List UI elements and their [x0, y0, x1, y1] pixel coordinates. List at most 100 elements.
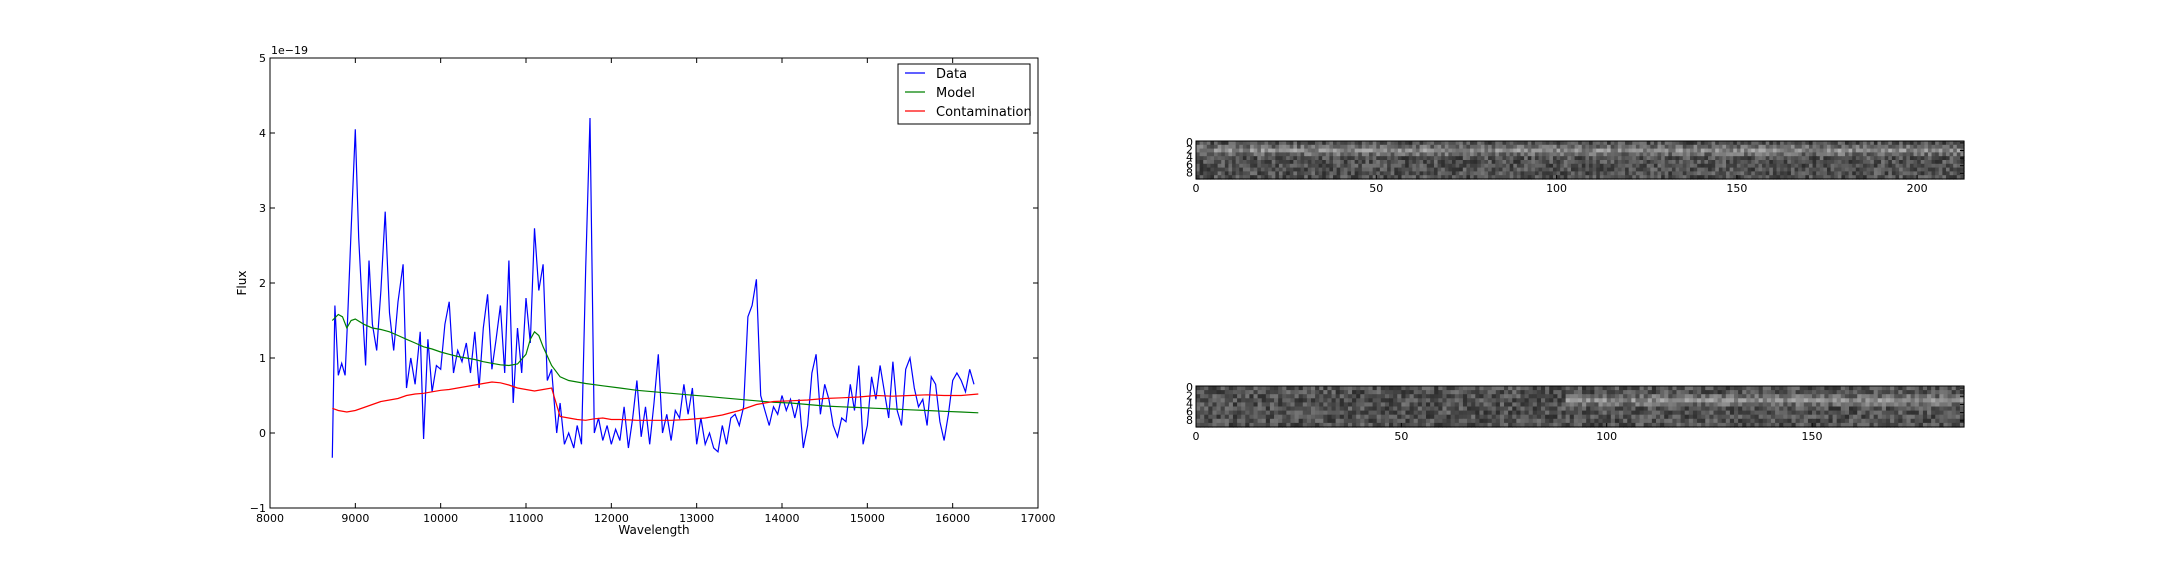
pixel: [1906, 390, 1912, 395]
pixel: [1246, 141, 1251, 146]
pixel: [1585, 144, 1590, 150]
pixel: [1260, 171, 1266, 176]
pixel: [1307, 160, 1312, 165]
pixel: [1560, 144, 1565, 150]
pixel: [1409, 390, 1415, 395]
pixel: [1729, 418, 1735, 424]
pixel: [1210, 144, 1215, 150]
pixel: [1729, 144, 1734, 150]
pixel: [1214, 171, 1219, 176]
pixel: [1769, 148, 1774, 153]
pixel: [1228, 144, 1233, 150]
pixel: [1824, 394, 1830, 399]
y-tick-label: 8: [1186, 166, 1193, 179]
pixel: [1204, 398, 1209, 403]
pixel: [1754, 148, 1760, 153]
pixel: [1315, 390, 1320, 395]
pixel: [1200, 414, 1205, 420]
pixel: [1709, 398, 1715, 403]
pixel: [1265, 422, 1271, 428]
pixel: [1383, 163, 1388, 169]
pixel: [1877, 394, 1883, 399]
pixel: [1859, 148, 1864, 153]
pixel: [1623, 418, 1628, 424]
pixel: [1286, 394, 1292, 399]
pixel: [1331, 398, 1337, 403]
pixel: [1504, 422, 1509, 428]
pixel: [1200, 398, 1205, 403]
pixel: [1885, 402, 1891, 408]
pixel: [1506, 175, 1511, 180]
pixel: [1499, 418, 1505, 424]
pixel: [1891, 141, 1897, 146]
pixel: [1779, 394, 1784, 399]
pixel: [1380, 410, 1386, 416]
pixel: [1384, 398, 1390, 403]
pixel: [1237, 398, 1242, 403]
pixel: [1709, 386, 1715, 391]
pixel: [1836, 402, 1842, 408]
pixel: [1389, 386, 1394, 391]
pixel: [1617, 148, 1623, 153]
pixel: [1208, 422, 1214, 428]
pixel: [1722, 144, 1727, 150]
pixel: [1617, 141, 1623, 146]
pixel: [1877, 141, 1882, 146]
pixel: [1471, 410, 1476, 416]
pixel: [1619, 402, 1624, 408]
y-tick-label: 4: [1186, 151, 1193, 164]
pixel: [1384, 386, 1390, 391]
pixel: [1772, 167, 1778, 172]
pixel: [1607, 156, 1612, 161]
pixel: [1376, 163, 1381, 169]
pixel: [1536, 398, 1542, 403]
pixel: [1196, 414, 1201, 420]
pixel: [1639, 163, 1644, 169]
pixel: [1684, 398, 1690, 403]
pixel: [1210, 160, 1215, 165]
pixel: [1567, 156, 1572, 161]
pixel: [1347, 141, 1352, 146]
pixel: [1845, 141, 1850, 146]
pixel: [1689, 148, 1695, 153]
pixel: [1947, 414, 1953, 420]
pixel: [1335, 394, 1341, 399]
pixel: [1458, 398, 1464, 403]
pixel: [1603, 144, 1608, 150]
pixel: [1549, 163, 1554, 169]
pixel: [1531, 156, 1536, 161]
pixel: [1434, 418, 1439, 424]
pixel: [1250, 152, 1255, 157]
pixel: [1454, 422, 1460, 428]
pixel: [1470, 171, 1475, 176]
pixel: [1300, 144, 1305, 150]
pixel: [1253, 406, 1259, 412]
pixel: [1512, 414, 1517, 420]
pixel: [1498, 141, 1504, 146]
pixel: [1528, 394, 1534, 399]
pixel: [1536, 418, 1542, 424]
pixel: [1534, 160, 1540, 165]
pixel: [1863, 160, 1868, 165]
pixel: [1845, 163, 1850, 169]
pixel: [1853, 394, 1858, 399]
pixel: [1380, 414, 1386, 420]
pixel: [1335, 422, 1341, 428]
pixel: [1801, 152, 1806, 157]
pixel: [1783, 141, 1788, 146]
pixel: [1206, 148, 1212, 153]
pixel: [1450, 390, 1456, 395]
pixel: [1502, 156, 1507, 161]
pixel: [1356, 386, 1361, 391]
pixel: [1484, 163, 1489, 169]
pixel: [1780, 144, 1785, 150]
pixel: [1857, 418, 1862, 424]
pixel: [1210, 175, 1215, 180]
pixel: [1898, 410, 1903, 416]
pixel: [1819, 163, 1824, 169]
pixel: [1224, 398, 1230, 403]
pixel: [1657, 148, 1662, 153]
pixel: [1746, 398, 1752, 403]
pixel: [1274, 394, 1279, 399]
